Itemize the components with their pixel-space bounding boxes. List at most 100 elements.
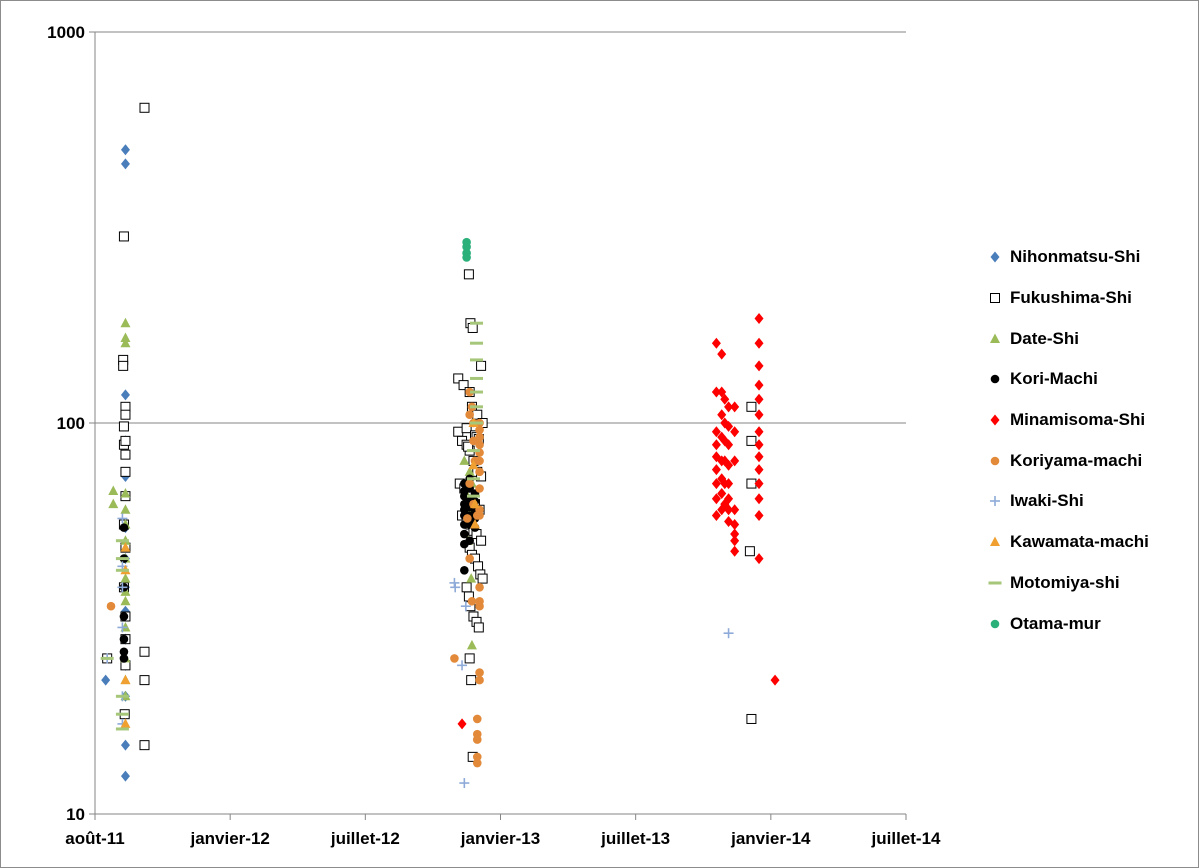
data-point: [457, 718, 467, 730]
data-point: [466, 449, 480, 453]
data-point: [115, 712, 129, 716]
data-point: [711, 464, 721, 476]
legend-marker-triangle: [990, 333, 1000, 343]
legend-item: Otama-mur: [986, 603, 1149, 644]
legend: Nihonmatsu-Shi Fukushima-Shi Date-Shi Kori-…: [986, 237, 1149, 644]
series-fukushima-shi: [102, 102, 757, 762]
data-point: [115, 539, 129, 543]
data-point: [724, 504, 734, 516]
data-point: [475, 467, 484, 477]
data-point: [467, 322, 478, 333]
data-point: [120, 770, 130, 782]
data-point: [118, 421, 129, 432]
data-point: [106, 601, 116, 611]
data-point: [475, 511, 484, 520]
x-tick-label: juillet-12: [330, 829, 400, 848]
series-minamisoma-shi: [457, 313, 780, 730]
data-point: [475, 432, 484, 442]
data-point: [119, 647, 129, 657]
data-point: [754, 439, 764, 451]
legend-marker-shape: [990, 496, 1000, 507]
data-point: [464, 466, 475, 476]
legend-marker-plus: [990, 496, 1000, 507]
series-kori-machi: [119, 474, 480, 663]
x-tick-label: janvier-14: [730, 829, 811, 848]
data-point: [724, 493, 734, 505]
data-point: [730, 504, 740, 516]
data-point: [117, 582, 128, 593]
data-point: [472, 735, 482, 744]
series-motomiya-shi: [100, 321, 484, 731]
legend-label: Fukushima-Shi: [1010, 288, 1132, 308]
data-point: [470, 358, 484, 362]
data-point: [711, 478, 721, 490]
data-point: [754, 360, 764, 372]
data-point: [460, 529, 469, 539]
data-point: [746, 401, 757, 412]
data-point: [724, 401, 734, 413]
series-iwaki-shi: [102, 513, 734, 789]
x-tick-label: janvier-12: [189, 829, 269, 848]
data-point: [730, 545, 740, 557]
data-point: [711, 439, 721, 451]
data-point: [465, 554, 474, 563]
data-point: [744, 546, 755, 557]
legend-marker-square-open: [990, 293, 1000, 304]
data-point: [475, 484, 484, 493]
data-point: [711, 386, 721, 398]
data-point: [468, 459, 479, 470]
data-point: [119, 612, 129, 621]
legend-marker-diamond: [990, 251, 1000, 263]
data-point: [120, 144, 130, 156]
legend-label: Kori-Machi: [1010, 369, 1098, 389]
data-point: [120, 435, 131, 446]
data-point: [469, 498, 480, 509]
data-point: [754, 379, 764, 391]
data-point: [460, 601, 471, 612]
data-point: [472, 758, 482, 768]
data-point: [120, 389, 130, 401]
legend-label: Otama-mur: [1010, 613, 1101, 633]
data-point: [754, 393, 764, 405]
data-point: [101, 674, 111, 686]
data-points: [100, 102, 780, 789]
x-tick-label: août-11: [65, 829, 125, 848]
data-point: [117, 622, 128, 633]
data-point: [477, 573, 488, 584]
data-point: [453, 426, 464, 437]
legend-marker-shape: [990, 293, 1000, 304]
data-point: [730, 535, 740, 547]
data-point: [466, 494, 480, 498]
data-point: [475, 440, 484, 450]
data-point: [711, 426, 721, 438]
data-point: [120, 158, 130, 170]
legend-marker-shape: [990, 414, 1000, 426]
data-point: [754, 464, 764, 476]
data-point: [460, 566, 469, 575]
data-point: [453, 373, 464, 384]
data-point: [754, 478, 764, 490]
legend-item: Kawamata-machi: [986, 522, 1149, 563]
data-point: [450, 582, 461, 593]
data-point: [754, 509, 764, 521]
legend-item: Minamisoma-Shi: [986, 400, 1149, 441]
data-point: [746, 435, 757, 446]
data-point: [720, 393, 730, 405]
data-point: [139, 740, 150, 751]
data-point: [108, 498, 119, 509]
data-point: [463, 514, 472, 523]
data-point: [119, 654, 129, 663]
data-point: [462, 242, 471, 252]
legend-item: Nihonmatsu-Shi: [986, 237, 1149, 278]
data-point: [730, 528, 740, 540]
data-point: [470, 421, 484, 425]
data-point: [470, 341, 484, 345]
data-point: [108, 485, 119, 496]
data-point: [119, 634, 129, 644]
data-point: [723, 628, 734, 639]
legend-label: Nihonmatsu-Shi: [1010, 247, 1141, 267]
legend-item: Kori-Machi: [986, 359, 1149, 400]
data-point: [475, 456, 484, 466]
data-point: [120, 504, 131, 514]
